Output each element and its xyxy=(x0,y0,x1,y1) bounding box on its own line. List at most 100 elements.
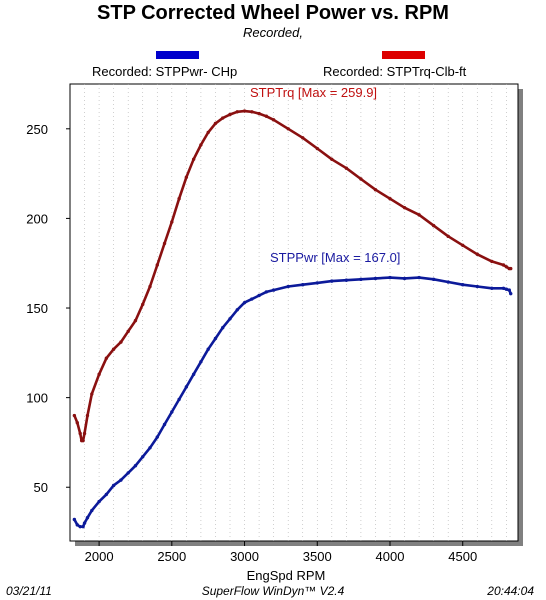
data-point-power xyxy=(206,347,210,351)
data-point-power xyxy=(155,435,159,439)
chart-title: STP Corrected Wheel Power vs. RPM xyxy=(97,2,449,24)
data-point-power xyxy=(475,284,479,289)
data-point-torque xyxy=(119,340,123,344)
data-point-torque xyxy=(162,241,167,246)
data-point-power xyxy=(90,508,94,513)
data-point-torque xyxy=(133,318,138,323)
data-point-power xyxy=(82,521,87,525)
data-point-torque xyxy=(155,263,159,267)
data-point-power xyxy=(133,464,138,468)
data-point-power xyxy=(359,277,363,282)
data-point-power xyxy=(85,516,90,520)
data-point-torque xyxy=(235,110,239,114)
data-point-power xyxy=(264,290,269,294)
data-point-torque xyxy=(228,112,232,117)
data-point-torque xyxy=(271,118,276,122)
data-point-torque xyxy=(446,234,450,239)
annotation-layer: STPPwr [Max = 167.0] STPTrq [Max = 259.9] xyxy=(250,85,400,265)
data-point-power xyxy=(257,293,261,298)
data-point-power xyxy=(170,410,174,414)
data-point-torque xyxy=(75,421,79,425)
data-point-torque xyxy=(388,196,392,201)
data-point-power xyxy=(509,291,513,296)
data-point-torque xyxy=(213,121,218,126)
data-point-torque xyxy=(221,116,225,120)
data-point-power xyxy=(221,326,225,330)
data-point-power xyxy=(388,275,392,280)
data-point-power xyxy=(461,283,465,287)
data-point-torque xyxy=(315,146,319,151)
x-tick-label: 2500 xyxy=(157,549,186,564)
data-point-torque xyxy=(199,143,203,147)
data-point-power xyxy=(301,283,305,287)
data-point-power xyxy=(402,276,407,281)
data-point-torque xyxy=(417,213,421,217)
data-point-power xyxy=(235,308,239,312)
data-point-torque xyxy=(264,114,269,118)
data-point-power xyxy=(104,492,109,497)
data-point-torque xyxy=(257,111,261,116)
data-point-torque xyxy=(330,157,334,161)
data-point-torque xyxy=(78,431,82,436)
data-point-power xyxy=(81,524,85,529)
data-point-torque xyxy=(90,392,94,396)
data-point-power xyxy=(72,517,77,522)
data-point-power xyxy=(228,317,232,321)
data-point-torque xyxy=(301,136,305,140)
data-point-torque xyxy=(72,413,77,418)
grid-layer xyxy=(84,84,507,541)
data-point-power xyxy=(373,276,378,281)
x-tick-label: 2000 xyxy=(85,549,114,564)
data-point-power xyxy=(504,287,509,291)
data-point-torque xyxy=(184,175,189,179)
data-point-power xyxy=(213,336,218,341)
data-point-torque xyxy=(191,157,196,161)
x-tick-label: 3000 xyxy=(230,549,259,564)
data-point-torque xyxy=(81,438,85,443)
data-point-torque xyxy=(177,196,181,201)
annotation-power-max: STPPwr [Max = 167.0] xyxy=(270,250,400,265)
series-layer xyxy=(72,109,513,529)
data-point-torque xyxy=(97,372,101,377)
data-point-power xyxy=(271,288,276,292)
data-point-torque xyxy=(501,263,506,267)
data-point-power xyxy=(75,523,79,527)
series-line-torque xyxy=(73,109,513,442)
data-point-power xyxy=(111,483,116,488)
data-point-power xyxy=(344,278,349,282)
x-axis-ticks: 2000 2500 3000 3500 4000 4500 xyxy=(85,541,477,564)
annotation-torque-max: STPTrq [Max = 259.9] xyxy=(250,85,377,100)
data-point-torque xyxy=(82,431,87,436)
data-point-power xyxy=(191,372,196,377)
footer-date: 03/21/11 xyxy=(6,584,52,598)
data-point-torque xyxy=(475,252,479,256)
data-point-power xyxy=(330,279,334,283)
data-point-torque xyxy=(344,166,349,170)
data-point-torque xyxy=(242,109,247,113)
legend-label-power: Recorded: STPPwr- CHp xyxy=(92,64,238,79)
data-point-power xyxy=(126,471,130,475)
data-point-power xyxy=(250,297,254,301)
data-point-power xyxy=(490,286,494,291)
y-axis-ticks: 50 100 150 200 250 xyxy=(26,122,70,495)
data-point-power xyxy=(286,284,290,289)
x-axis-label: EngSpd RPM xyxy=(247,568,326,583)
data-point-power xyxy=(315,281,319,285)
data-point-power xyxy=(148,446,152,450)
y-tick-label: 200 xyxy=(26,211,48,226)
data-point-power xyxy=(199,360,203,364)
data-point-torque xyxy=(126,329,130,334)
data-point-power xyxy=(78,524,82,529)
x-tick-label: 3500 xyxy=(303,549,332,564)
data-point-torque xyxy=(85,413,90,418)
data-point-power xyxy=(507,288,511,292)
y-tick-label: 50 xyxy=(34,480,48,495)
plot-area xyxy=(69,83,519,542)
chart-subtitle: Recorded, xyxy=(243,25,303,40)
data-point-torque xyxy=(461,243,465,247)
data-point-torque xyxy=(250,110,254,114)
data-point-torque xyxy=(286,127,290,131)
x-tick-label: 4000 xyxy=(376,549,405,564)
data-point-power xyxy=(119,478,123,482)
